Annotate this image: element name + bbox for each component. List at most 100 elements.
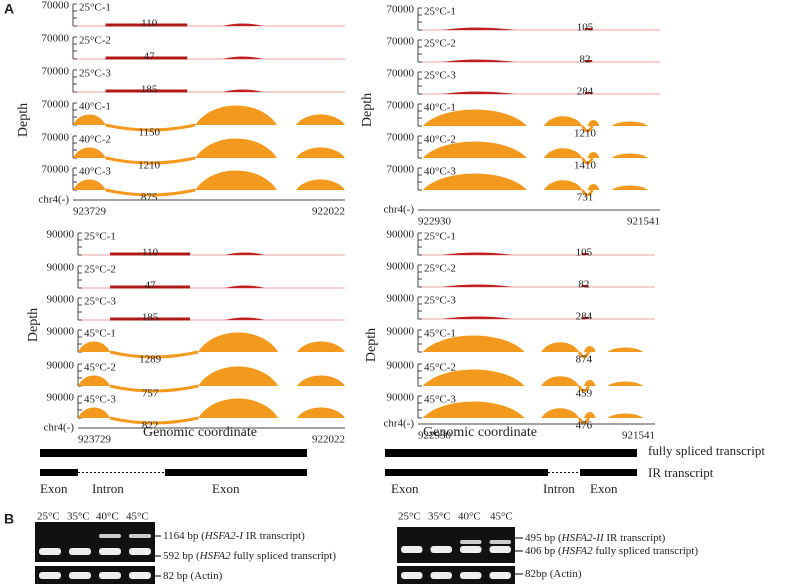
track-label: 40°C-3 [79,166,111,178]
band [489,572,511,579]
junction-count: 47 [144,51,156,63]
coverage [442,59,515,62]
coverage [541,408,580,418]
coverage [543,116,583,126]
lane-label: 25°C [398,511,421,523]
y-max: 70000 [42,33,70,45]
junction [581,189,594,197]
y-max: 70000 [42,0,70,12]
band-label-gene: HSFA2 [561,545,593,557]
band-label: 82bp (Actin) [525,568,582,580]
track-label: 25°C-2 [84,264,116,276]
region-label: Exon [212,481,240,496]
band-label-part: 495 bp ( [525,532,562,544]
coverage [195,105,277,125]
track-label: 45°C-3 [84,394,116,406]
band-label-part: 406 bp ( [525,545,562,557]
band-label-part: 82 bp (Actin) [163,570,223,582]
coverage [222,56,264,59]
track-label: 25°C-2 [424,263,456,275]
coverage [195,138,277,158]
region-label: Exon [590,481,618,496]
band-label-part: 1164 bp ( [163,530,205,542]
coverage [296,407,345,418]
chrom-label: chr4(-) [38,194,69,206]
coverage [611,153,648,158]
track-label: 25°C-3 [84,296,116,308]
lane-label: 35°C [67,511,90,523]
band-label-gene: HSFA2 [199,550,231,562]
coverage [78,375,111,386]
band-label: 592 bp (HSFA2 fully spliced transcript) [163,550,336,562]
track-label: 40°C-2 [424,134,456,146]
track-label: 25°C-1 [424,6,456,18]
y-max: 90000 [47,360,75,372]
coverage [296,114,345,125]
band-label-part: IR transcript) [243,530,305,542]
band [401,546,423,553]
band [129,548,151,555]
y-max: 70000 [387,68,415,80]
track-label: 25°C-1 [84,231,116,243]
coverage [607,381,644,386]
coverage [587,120,600,126]
lane-label: 45°C [126,511,149,523]
coverage [73,114,106,125]
region-label: Intron [543,481,575,496]
track-label: 25°C-1 [79,2,111,14]
y-max: 70000 [387,164,415,176]
gel [397,566,515,584]
coverage [587,152,600,158]
band [99,572,121,579]
junction-count: 874 [576,354,593,366]
x-axis-label: Genomic coordinate [143,425,257,440]
junction [105,123,196,132]
junction-count: 284 [577,86,594,98]
junction [105,156,196,165]
band [460,540,482,544]
panel-label: A [4,1,14,17]
coord-start: 923729 [73,206,107,218]
y-max: 70000 [387,100,415,112]
track-label: 45°C-1 [84,328,116,340]
junction-count: 185 [141,84,158,96]
junction [109,384,199,393]
junction-count: 1150 [138,127,160,139]
exon [40,469,78,476]
band-label-gene: HSFA2-I [204,530,245,542]
track-label: 25°C-3 [424,295,456,307]
chrom-label: chr4(-) [43,422,74,434]
coverage [587,184,600,190]
junction [577,417,590,425]
depth-label: Depth [26,308,41,342]
coverage [296,147,345,158]
band [489,540,511,544]
junction [581,157,594,165]
track-label: 25°C-2 [79,35,111,47]
junction-count: 105 [576,247,593,259]
legend-label: IR transcript [648,465,714,480]
coverage [73,147,106,158]
exon [165,469,307,476]
coverage [296,375,345,386]
junction-count: 1410 [574,160,597,172]
band-label-part: IR transcript) [604,532,666,544]
band [401,572,423,579]
coverage [422,141,527,158]
band [39,572,61,579]
lane-label: 25°C [37,511,60,523]
y-max: 90000 [387,229,415,241]
track-label: 45°C-2 [424,362,456,374]
coord-end: 922022 [312,206,345,218]
y-max: 70000 [42,164,70,176]
coverage [296,179,345,190]
coverage [222,23,264,26]
y-max: 70000 [42,66,70,78]
coverage [198,398,279,418]
band [69,548,91,555]
coverage [543,148,583,158]
junction-count: 822 [142,420,159,432]
y-max: 90000 [47,229,75,241]
y-max: 90000 [387,360,415,372]
track-label: 25°C-3 [79,68,111,80]
